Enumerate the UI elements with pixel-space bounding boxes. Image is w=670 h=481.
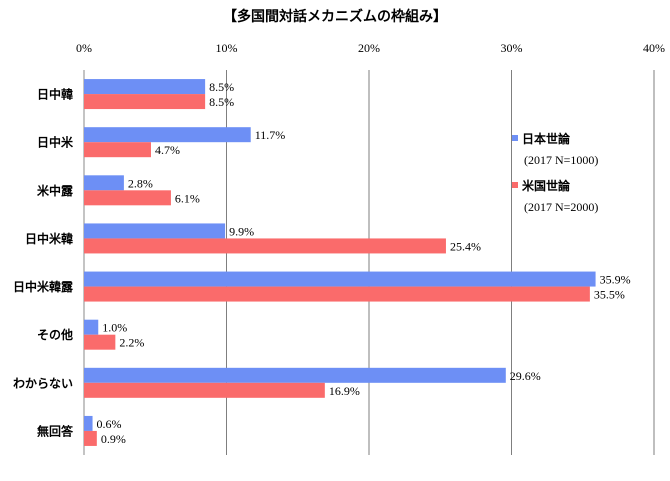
data-label: 0.6% bbox=[97, 417, 122, 431]
legend-series-name: 日本世論 bbox=[522, 131, 571, 146]
bar-japan bbox=[84, 223, 226, 239]
legend: 日本世論 (2017 N=1000) 米国世論 (2017 N=2000) bbox=[512, 131, 598, 214]
bar-japan bbox=[84, 415, 93, 431]
data-label: 9.9% bbox=[229, 224, 254, 238]
bar-us bbox=[84, 286, 590, 302]
legend-series-sample: (2017 N=2000) bbox=[524, 200, 598, 214]
category-label: その他 bbox=[37, 327, 73, 342]
data-label: 25.4% bbox=[450, 239, 481, 253]
x-tick-label: 30% bbox=[501, 41, 523, 55]
data-label: 11.7% bbox=[255, 128, 286, 142]
data-label: 1.0% bbox=[102, 321, 127, 335]
data-label: 29.6% bbox=[510, 369, 541, 383]
x-tick-label: 0% bbox=[76, 41, 92, 55]
category-label: 日中韓 bbox=[37, 87, 73, 102]
data-label: 4.7% bbox=[155, 143, 180, 157]
legend-swatch bbox=[512, 182, 518, 188]
data-label: 8.5% bbox=[209, 95, 234, 109]
bar-us bbox=[84, 334, 116, 350]
data-label: 35.9% bbox=[600, 273, 631, 287]
bar-japan bbox=[84, 79, 206, 95]
bar-us bbox=[84, 238, 446, 254]
legend-swatch bbox=[512, 135, 518, 141]
bar-japan bbox=[84, 271, 596, 287]
legend-series-name: 米国世論 bbox=[522, 178, 571, 193]
bar-us bbox=[84, 382, 325, 398]
bar-japan bbox=[84, 367, 506, 383]
chart-title: 【多国間対話メカニズムの枠組み】 bbox=[223, 8, 447, 25]
data-label: 35.5% bbox=[594, 288, 625, 302]
bar-japan bbox=[84, 175, 124, 191]
data-label: 8.5% bbox=[209, 80, 234, 94]
data-label: 0.9% bbox=[101, 432, 126, 446]
bar-us bbox=[84, 142, 151, 158]
data-label: 2.8% bbox=[128, 176, 153, 190]
legend-series-sample: (2017 N=1000) bbox=[524, 153, 598, 167]
x-tick-labels: 0% 10% 20% 30% 40% bbox=[76, 41, 665, 55]
category-label: わからない bbox=[13, 376, 73, 390]
bar-japan bbox=[84, 127, 251, 143]
x-tick-label: 20% bbox=[358, 41, 380, 55]
data-label: 6.1% bbox=[175, 191, 200, 205]
bar-us bbox=[84, 94, 206, 110]
bars: 8.5%8.5% 11.7% 4.7% 2.8% 6.1% 9.9% 25.4% 35.9%3… bbox=[84, 79, 631, 446]
data-label: 2.2% bbox=[119, 336, 144, 350]
data-label: 16.9% bbox=[329, 384, 360, 398]
category-label: 日中米韓露 bbox=[13, 279, 74, 294]
category-label: 無回答 bbox=[37, 423, 74, 438]
bar-japan bbox=[84, 319, 99, 335]
category-label: 日中米 bbox=[37, 135, 74, 150]
bar-us bbox=[84, 430, 97, 446]
x-tick-label: 10% bbox=[216, 41, 238, 55]
category-label: 日中米韓 bbox=[25, 231, 73, 246]
x-tick-label: 40% bbox=[643, 41, 665, 55]
bar-us bbox=[84, 190, 171, 206]
category-label: 米中露 bbox=[37, 183, 74, 198]
